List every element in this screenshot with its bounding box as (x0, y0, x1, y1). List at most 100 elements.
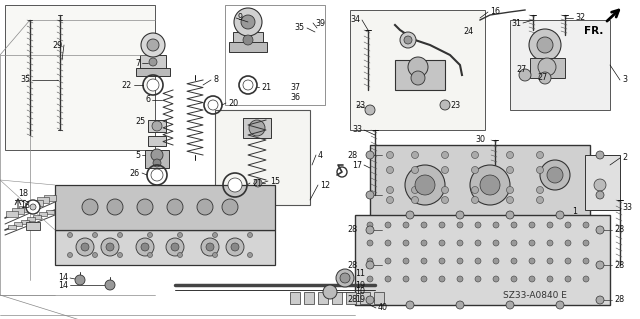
Circle shape (385, 222, 391, 228)
Bar (243, 118, 271, 138)
Text: 28: 28 (614, 226, 624, 234)
Circle shape (212, 253, 218, 257)
Text: 40: 40 (378, 303, 388, 313)
Circle shape (537, 37, 553, 53)
Circle shape (511, 222, 517, 228)
Text: 26: 26 (130, 168, 140, 177)
Circle shape (538, 58, 556, 76)
Circle shape (385, 258, 391, 264)
Circle shape (529, 258, 535, 264)
Text: 28: 28 (347, 295, 357, 305)
Bar (530, 58, 565, 78)
Text: 36: 36 (290, 93, 300, 102)
Circle shape (470, 165, 510, 205)
Circle shape (421, 276, 427, 282)
Circle shape (408, 57, 428, 77)
Circle shape (493, 222, 499, 228)
Text: 35: 35 (295, 24, 305, 33)
Circle shape (440, 100, 450, 110)
Circle shape (472, 197, 479, 204)
Circle shape (565, 240, 571, 246)
Circle shape (400, 32, 416, 48)
Bar (26, 222, 40, 230)
Circle shape (367, 276, 373, 282)
Text: 5: 5 (135, 151, 140, 160)
Polygon shape (55, 185, 275, 230)
Text: 16: 16 (490, 8, 500, 17)
Bar (510, 20, 610, 110)
Bar (395, 60, 445, 90)
Bar (332, 292, 342, 304)
Circle shape (565, 258, 571, 264)
Circle shape (228, 178, 242, 192)
Text: 15: 15 (270, 176, 280, 186)
Text: 21: 21 (261, 83, 271, 92)
Bar (370, 145, 590, 225)
Circle shape (234, 8, 262, 36)
Bar (12, 208, 24, 214)
Text: 33: 33 (622, 204, 632, 212)
Text: 28: 28 (614, 295, 624, 305)
Bar (39, 212, 47, 216)
Circle shape (536, 197, 543, 204)
Circle shape (529, 222, 535, 228)
Bar (37, 197, 49, 203)
Bar (5, 5, 155, 150)
Bar (225, 5, 325, 105)
Circle shape (596, 151, 604, 159)
Text: 7: 7 (135, 58, 140, 68)
Text: 6: 6 (145, 95, 150, 105)
Circle shape (457, 240, 463, 246)
Circle shape (141, 243, 149, 251)
Circle shape (67, 253, 72, 257)
Circle shape (475, 276, 481, 282)
Circle shape (412, 152, 419, 159)
Circle shape (166, 238, 184, 256)
Circle shape (511, 240, 517, 246)
Circle shape (475, 258, 481, 264)
Circle shape (197, 199, 213, 215)
Circle shape (201, 238, 219, 256)
Text: 31: 31 (511, 19, 521, 27)
Bar (360, 292, 370, 304)
Text: FR.: FR. (584, 26, 603, 36)
Circle shape (457, 258, 463, 264)
Circle shape (366, 151, 374, 159)
Polygon shape (55, 230, 275, 265)
Circle shape (565, 276, 571, 282)
Circle shape (385, 276, 391, 282)
Circle shape (147, 233, 152, 238)
Text: 8: 8 (213, 76, 218, 85)
Circle shape (177, 253, 182, 257)
Bar (355, 215, 610, 305)
Circle shape (385, 240, 391, 246)
Circle shape (457, 222, 463, 228)
Circle shape (231, 243, 239, 251)
Circle shape (147, 79, 159, 91)
Text: 3: 3 (622, 76, 627, 85)
Circle shape (540, 160, 570, 190)
Text: 28: 28 (347, 151, 357, 160)
Circle shape (76, 238, 94, 256)
Bar (304, 292, 314, 304)
Bar (136, 68, 170, 76)
Circle shape (367, 258, 373, 264)
Circle shape (536, 167, 543, 174)
Bar (215, 110, 310, 205)
Circle shape (583, 240, 589, 246)
Bar (229, 42, 267, 52)
Circle shape (547, 222, 553, 228)
Circle shape (252, 185, 262, 195)
Circle shape (403, 240, 409, 246)
Circle shape (222, 199, 238, 215)
Text: 27: 27 (538, 73, 548, 83)
Bar (148, 120, 166, 132)
Circle shape (151, 149, 163, 161)
Circle shape (511, 276, 517, 282)
Circle shape (153, 159, 161, 167)
Circle shape (547, 276, 553, 282)
Circle shape (149, 58, 157, 66)
Bar (31, 200, 43, 206)
Circle shape (547, 258, 553, 264)
Bar (19, 206, 31, 212)
